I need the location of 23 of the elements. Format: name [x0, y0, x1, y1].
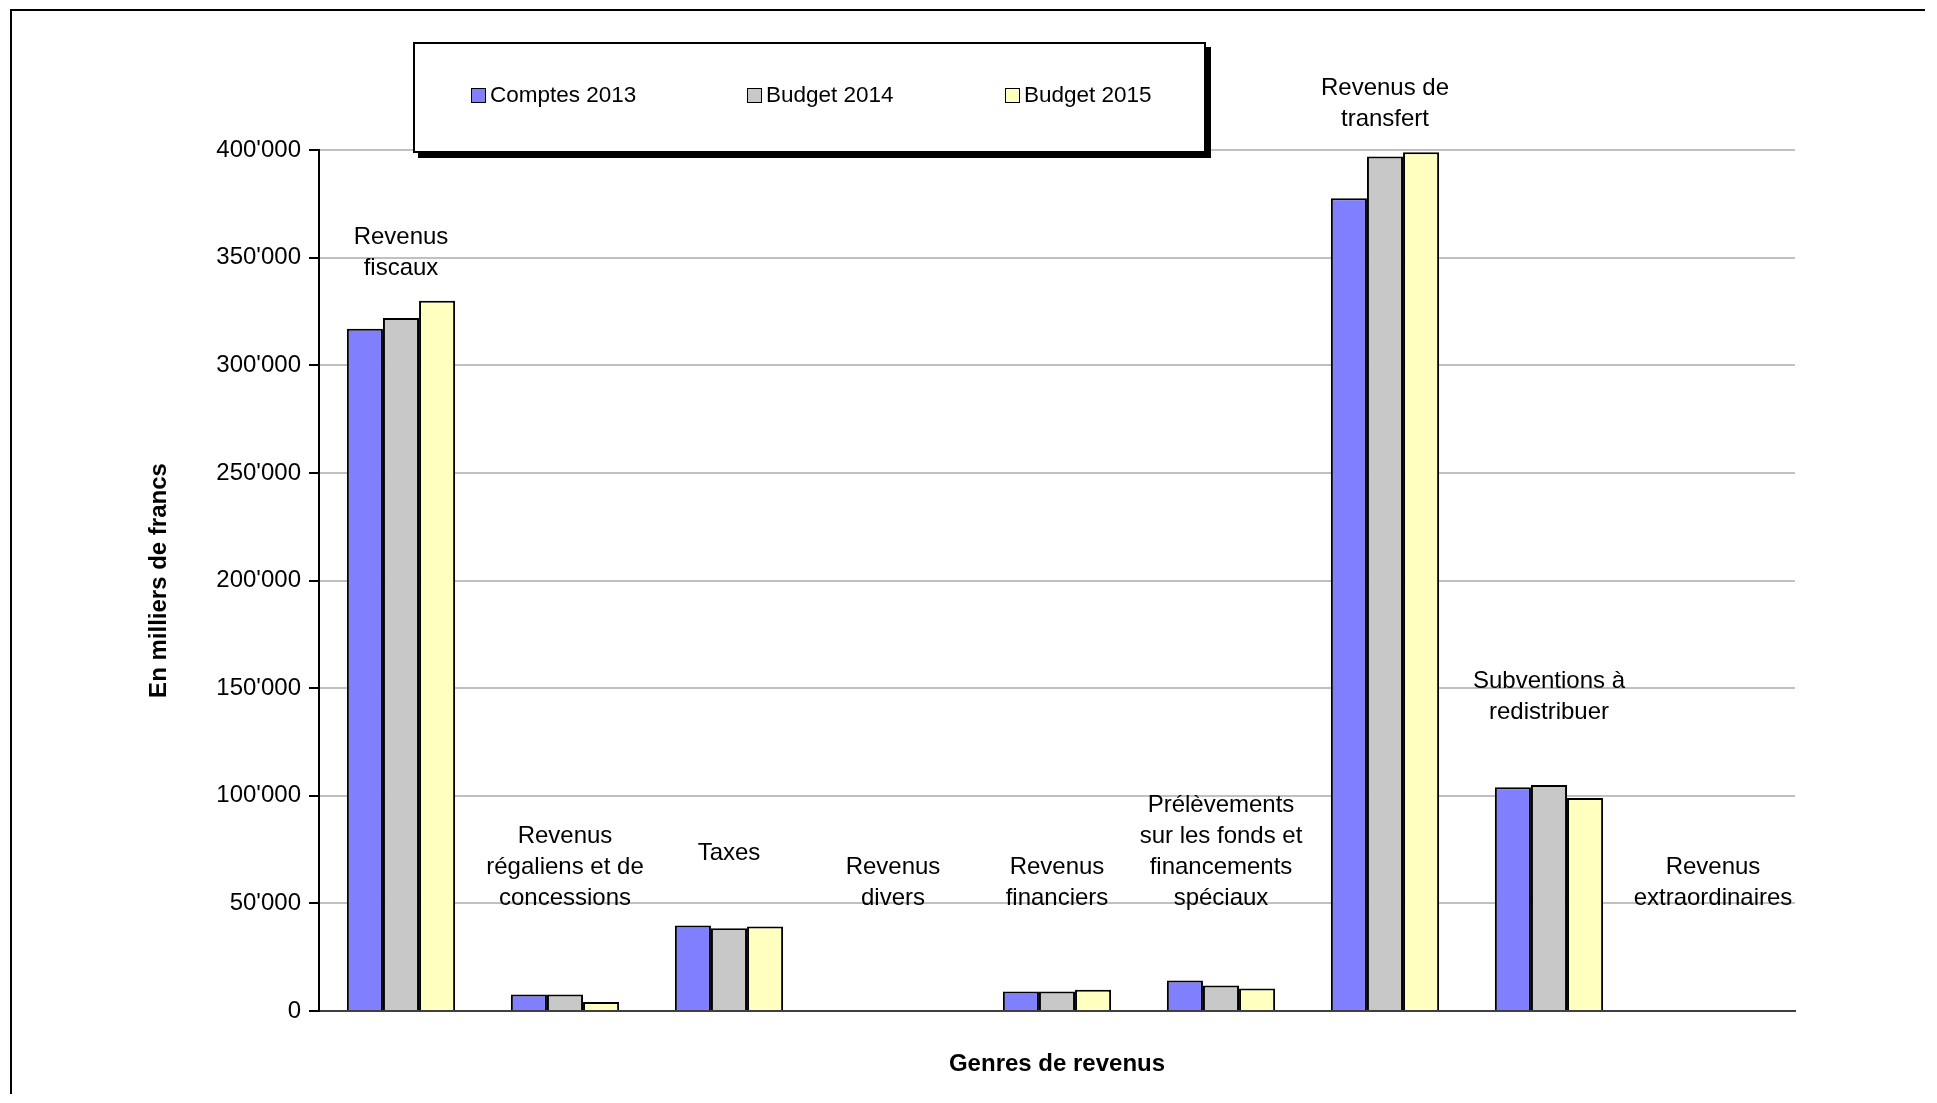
- x-tick-label: Revenus divers: [845, 852, 941, 910]
- legend-label: Budget 2015: [1024, 82, 1152, 108]
- x-tick-label: Taxes: [697, 837, 761, 865]
- x-tick-label: Revenus régaliens et de concessions: [486, 821, 644, 910]
- y-tick-label: 400'000: [216, 134, 301, 162]
- x-tick-label: Subventions à redistribuer: [1472, 665, 1626, 724]
- y-tick-label: 250'000: [216, 457, 301, 485]
- x-tick-label: Revenus fiscaux: [353, 221, 449, 280]
- x-tick-label: Revenus extraordinaires: [1633, 852, 1793, 910]
- y-tick-label: 100'000: [216, 780, 301, 808]
- y-axis-title: En milliers de francs: [144, 463, 172, 698]
- y-tick-label: 300'000: [216, 349, 301, 377]
- y-tick-label: 150'000: [216, 672, 301, 700]
- x-tick-label: Revenus de transfert: [1320, 73, 1450, 132]
- x-tick-label: Revenus financiers: [1005, 852, 1109, 910]
- legend-label: Comptes 2013: [490, 82, 637, 108]
- y-tick-label: 350'000: [216, 242, 301, 270]
- y-tick-label: 50'000: [229, 888, 301, 915]
- legend-label: Budget 2014: [766, 82, 894, 108]
- x-axis-title: Genres de revenus: [948, 1049, 1166, 1077]
- x-tick-label: Prélèvements sur les fonds et financements spéciaux: [1139, 790, 1303, 910]
- y-tick-label: 200'000: [216, 565, 301, 593]
- y-tick-label: 0: [287, 995, 301, 1023]
